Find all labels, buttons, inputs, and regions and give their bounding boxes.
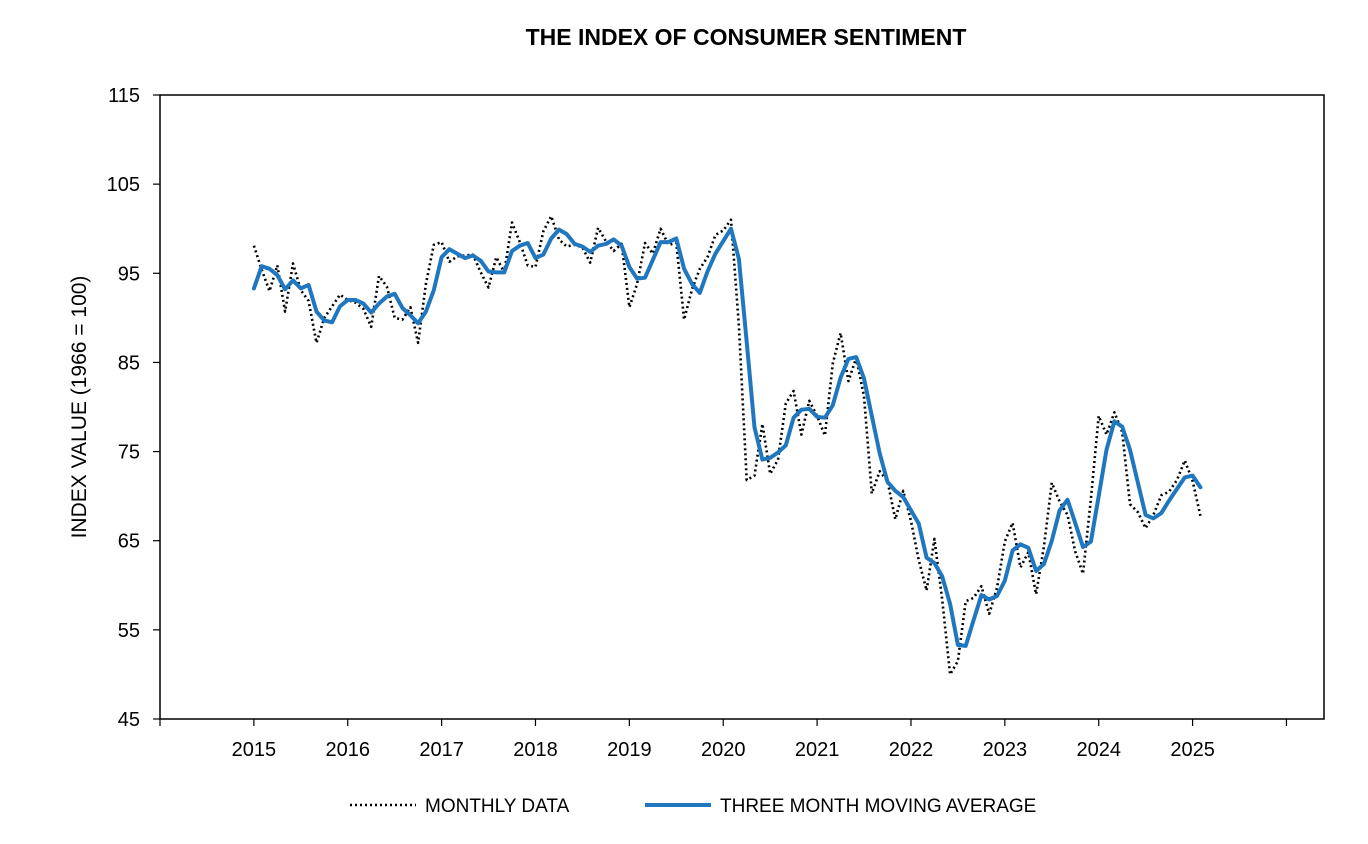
x-tick-label: 2021 <box>795 739 840 761</box>
x-tick-label: 2015 <box>232 739 277 761</box>
x-axis: 2015 2016 2017 2018 2019 2020 2021 2022 2023 2024… <box>159 719 1288 761</box>
plot-area <box>159 94 1325 720</box>
x-tick-label: 2016 <box>325 739 370 761</box>
y-tick-label: 85 <box>118 352 140 374</box>
y-tick-label: 45 <box>118 709 140 731</box>
legend-average-label: THREE MONTH MOVING AVERAGE <box>720 796 1036 817</box>
y-tick-label: 55 <box>118 620 140 642</box>
chart-title: THE INDEX OF CONSUMER SENTIMENT <box>526 24 967 50</box>
y-axis-label: INDEX VALUE (1966 = 100) <box>68 276 91 539</box>
x-tick-label: 2018 <box>513 739 558 761</box>
y-tick-label: 115 <box>108 85 140 107</box>
legend-monthly-label: MONTHLY DATA <box>425 796 570 817</box>
y-axis: 45 55 65 75 85 95 105 115 <box>107 85 160 731</box>
y-tick-label: 95 <box>118 263 140 285</box>
x-tick-label: 2017 <box>419 739 464 761</box>
x-tick-label: 2024 <box>1076 739 1121 761</box>
series-moving-average-line <box>251 226 1203 648</box>
x-tick-label: 2022 <box>889 739 934 761</box>
series-monthly-data-line <box>252 214 1202 676</box>
legend: MONTHLY DATA THREE MONTH MOVING AVERAGE <box>350 796 1036 817</box>
y-tick-label: 65 <box>118 531 140 553</box>
x-tick-label: 2020 <box>701 739 746 761</box>
x-tick-label: 2019 <box>607 739 652 761</box>
x-tick-label: 2025 <box>1170 739 1215 761</box>
x-tick-label: 2023 <box>983 739 1028 761</box>
y-tick-label: 75 <box>118 442 140 464</box>
y-tick-label: 105 <box>107 174 140 196</box>
series-layer <box>251 214 1203 676</box>
